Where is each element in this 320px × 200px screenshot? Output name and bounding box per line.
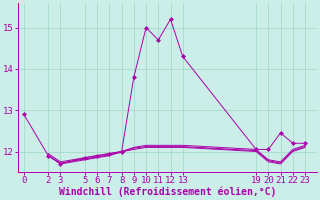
- X-axis label: Windchill (Refroidissement éolien,°C): Windchill (Refroidissement éolien,°C): [59, 187, 276, 197]
